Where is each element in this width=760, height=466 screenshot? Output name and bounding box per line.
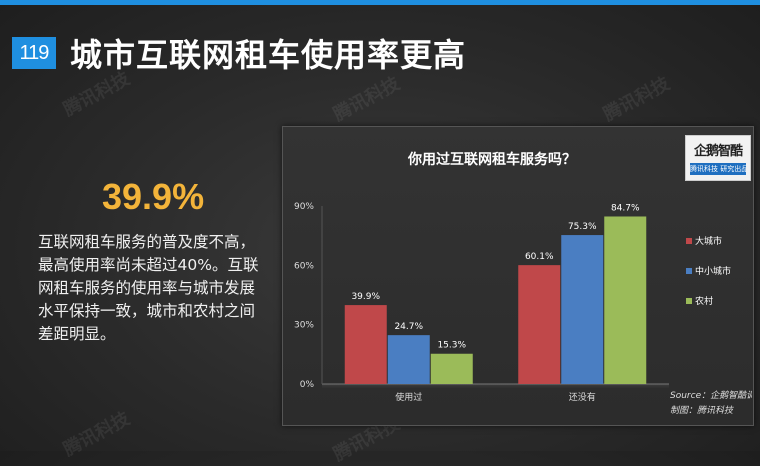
data-label: 39.9% <box>351 292 380 302</box>
legend-swatch <box>686 298 692 304</box>
legend-label: 中小城市 <box>695 265 731 277</box>
watermark: 腾讯科技 <box>599 73 674 126</box>
watermark: 腾讯科技 <box>329 73 404 126</box>
bar <box>604 216 647 384</box>
bar-chart: 你用过互联网租车服务吗？ 0% 30% 60% 90% 使用过 还没有 39.9% 24.7… <box>294 151 752 416</box>
legend-label: 农村 <box>695 295 713 307</box>
brand-logo-name: 企鹅智酷 <box>693 144 743 159</box>
top-accent-bar <box>0 0 760 5</box>
y-tick-label: 0% <box>300 380 315 390</box>
y-tick-label: 60% <box>294 261 314 271</box>
legend-swatch <box>686 268 692 274</box>
data-label: 15.3% <box>437 341 466 351</box>
source-note: 制图：腾讯科技 <box>670 405 734 416</box>
brand-logo: 企鹅智酷 腾讯科技 研究出品 <box>685 135 751 181</box>
slide-number-badge: 119 <box>12 37 56 69</box>
watermark: 腾讯科技 <box>59 408 134 461</box>
bar <box>430 353 473 384</box>
data-label: 84.7% <box>611 203 640 213</box>
data-label: 60.1% <box>525 252 554 262</box>
chart-title: 你用过互联网租车服务吗？ <box>407 151 576 168</box>
summary-text: 互联网租车服务的普及度不高，最高使用率尚未超过40%。互联网租车服务的使用率与城… <box>38 233 259 343</box>
bar <box>518 265 561 384</box>
data-label: 24.7% <box>394 322 423 332</box>
y-tick-label: 90% <box>294 202 314 212</box>
x-tick-label: 使用过 <box>395 391 422 403</box>
bar <box>344 305 387 384</box>
x-tick-label: 还没有 <box>569 391 596 403</box>
legend-swatch <box>686 238 692 244</box>
highlight-stat: 39.9% <box>102 176 205 217</box>
source-note: Source：企鹅智酷调查 <box>670 390 752 401</box>
data-label: 75.3% <box>568 222 597 232</box>
brand-logo-subtitle: 腾讯科技 研究出品 <box>690 163 746 175</box>
y-tick-label: 30% <box>294 321 314 331</box>
legend-label: 大城市 <box>695 235 722 247</box>
bar <box>387 335 430 384</box>
bar <box>561 235 604 384</box>
chart-floor <box>322 384 669 388</box>
slide-title: 城市互联网租车使用率更高 <box>70 36 467 74</box>
